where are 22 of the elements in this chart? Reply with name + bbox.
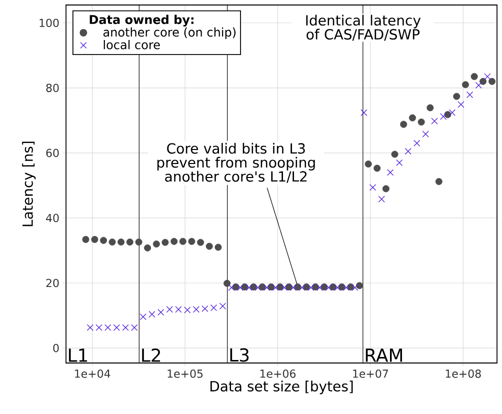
legend-label: another core (on chip)	[103, 27, 236, 40]
x-tick-label: 1e+08	[446, 370, 481, 378]
ref-line-label: RAM	[366, 348, 402, 362]
y-axis-title: Latency [ns]	[22, 142, 36, 226]
legend-label: local core	[104, 40, 160, 50]
annotation: L1	[68, 348, 88, 362]
x-tick-label: 1e+05	[168, 370, 203, 378]
x-tick-label: 1e+04	[75, 370, 110, 378]
x-tick-label: 1e+06	[260, 370, 296, 378]
y-tick-label: 0	[53, 344, 59, 352]
x-tick-label: 1e+07	[353, 370, 388, 378]
y-tick-label: 60	[46, 148, 59, 158]
ref-line-label: L2	[142, 348, 160, 362]
y-tick-label: 80	[46, 84, 59, 92]
y-tick-label: 20	[46, 278, 59, 288]
y-tick-label: 100	[40, 18, 59, 28]
annotation: Core valid bits in L3 prevent from snooping another core's L1/L2	[157, 142, 315, 183]
ref-line-label: L3	[230, 348, 249, 362]
x-axis-title: Data set size [bytes]	[210, 380, 353, 394]
legend-title: Data owned by:	[90, 14, 194, 27]
annotation: Identical latency of CAS/FAD/SWP	[306, 14, 421, 41]
y-tick-label: 40	[46, 214, 59, 222]
